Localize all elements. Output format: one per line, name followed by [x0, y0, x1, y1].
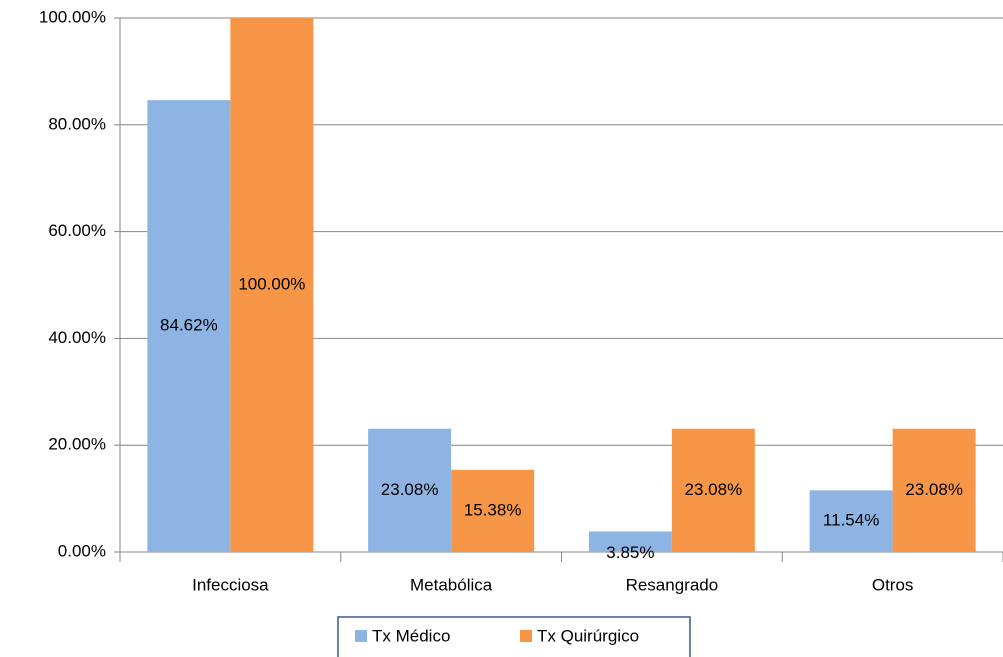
data-label: 3.85%: [606, 543, 654, 562]
data-label: 23.08%: [905, 480, 963, 499]
x-tick-label: Metabólica: [410, 575, 493, 594]
y-tick-label: 100.00%: [39, 7, 106, 26]
data-label: 23.08%: [685, 480, 743, 499]
data-label: 23.08%: [381, 480, 439, 499]
bar: [892, 428, 976, 552]
bar: [451, 469, 535, 552]
legend-box: [337, 616, 691, 657]
y-tick-label: 40.00%: [48, 328, 106, 347]
data-label: 15.38%: [464, 500, 522, 519]
data-label: 100.00%: [238, 274, 305, 293]
x-tick-label: Infecciosa: [192, 575, 269, 594]
legend-swatch: [520, 630, 532, 642]
y-tick-label: 20.00%: [48, 435, 106, 454]
x-tick-label: Otros: [872, 575, 914, 594]
y-tick-label: 80.00%: [48, 114, 106, 133]
bar: [230, 18, 314, 552]
bar: [368, 428, 452, 552]
bar: [809, 490, 893, 552]
y-tick-label: 0.00%: [58, 541, 106, 560]
data-label: 11.54%: [823, 511, 879, 530]
data-label: 84.62%: [160, 316, 218, 335]
bar: [588, 531, 672, 552]
legend-swatch: [355, 630, 367, 642]
legend-label: Tx Quirúrgico: [537, 626, 639, 645]
y-tick-label: 60.00%: [48, 221, 106, 240]
bar: [147, 100, 231, 552]
legend-label: Tx Médico: [372, 626, 450, 645]
x-tick-label: Resangrado: [626, 575, 719, 594]
bar: [671, 428, 755, 552]
